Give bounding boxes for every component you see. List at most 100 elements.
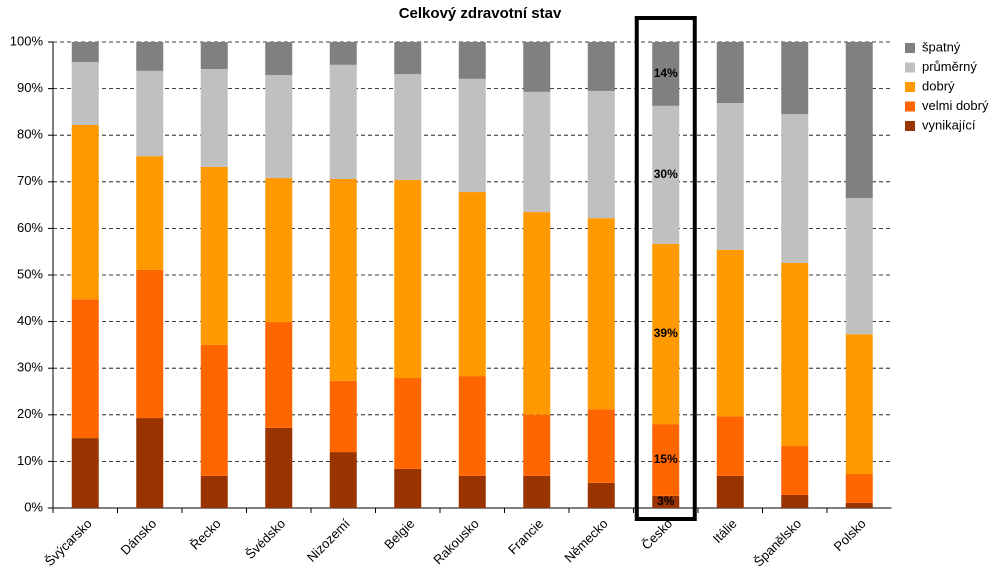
bar-segment bbox=[71, 62, 99, 125]
x-tick-label: Česko bbox=[639, 516, 676, 553]
bar-segment bbox=[652, 495, 680, 508]
y-tick-label: 40% bbox=[17, 313, 43, 328]
bar-segment bbox=[265, 427, 293, 508]
bar-segment bbox=[265, 75, 293, 179]
bar-segment bbox=[716, 475, 744, 508]
bar-segment bbox=[394, 74, 422, 180]
y-tick-label: 20% bbox=[17, 406, 43, 421]
legend-label: průměrný bbox=[922, 59, 977, 74]
bar-segment bbox=[845, 198, 873, 335]
bar-segment bbox=[845, 42, 873, 199]
bar-segment bbox=[200, 42, 228, 70]
bar-segment bbox=[458, 376, 486, 476]
bar-segment bbox=[587, 482, 615, 508]
legend-label: velmi dobrý bbox=[922, 98, 989, 113]
legend-label: vynikající bbox=[922, 117, 976, 132]
bar-segment bbox=[329, 380, 357, 453]
data-label: 15% bbox=[654, 452, 678, 466]
bar-segment bbox=[329, 179, 357, 381]
bar-segment bbox=[458, 475, 486, 508]
bar-segment bbox=[716, 416, 744, 476]
bar-segment bbox=[652, 42, 680, 106]
bar-segment bbox=[845, 473, 873, 503]
bar-segment bbox=[200, 69, 228, 167]
bar-segment bbox=[458, 192, 486, 377]
bar-segment bbox=[716, 42, 744, 104]
bar-segment bbox=[781, 114, 809, 263]
y-tick-label: 100% bbox=[10, 33, 44, 48]
bar-segment bbox=[71, 124, 99, 300]
bar-segment bbox=[845, 334, 873, 474]
y-tick-label: 80% bbox=[17, 127, 43, 142]
data-label: 3% bbox=[657, 494, 675, 508]
bar-segment bbox=[845, 502, 873, 508]
bar-segment bbox=[781, 262, 809, 447]
legend-swatch bbox=[905, 82, 915, 92]
bar-segment bbox=[523, 42, 551, 92]
bar-segment bbox=[652, 243, 680, 425]
x-tick-label: Nizozemí bbox=[304, 516, 353, 565]
highlight-box bbox=[634, 16, 697, 521]
bar-segment bbox=[329, 452, 357, 508]
data-label: 39% bbox=[654, 326, 678, 340]
bar-segment bbox=[652, 105, 680, 244]
y-tick-label: 0% bbox=[24, 499, 43, 514]
x-tick-label: Švédsko bbox=[242, 516, 288, 562]
bar-segment bbox=[587, 90, 615, 219]
bar-segment bbox=[329, 64, 357, 180]
bar-segment bbox=[394, 468, 422, 508]
bar-segment bbox=[394, 377, 422, 469]
bar-segment bbox=[716, 249, 744, 417]
data-label: 30% bbox=[654, 167, 678, 181]
bar-segment bbox=[136, 418, 164, 508]
bar-segment bbox=[781, 494, 809, 508]
bar-segment bbox=[136, 42, 164, 71]
bar-segment bbox=[394, 179, 422, 378]
x-tick-label: Itálie bbox=[710, 516, 740, 546]
bar-segment bbox=[200, 475, 228, 508]
bar-segment bbox=[136, 156, 164, 270]
y-tick-label: 90% bbox=[17, 80, 43, 95]
x-tick-label: Řecko bbox=[187, 516, 224, 553]
bar-segment bbox=[587, 42, 615, 91]
x-tick-label: Polsko bbox=[831, 516, 869, 554]
legend-label: dobrý bbox=[922, 78, 955, 93]
bar-segment bbox=[71, 299, 99, 439]
bar-segment bbox=[523, 414, 551, 476]
legend-label: špatný bbox=[922, 39, 961, 54]
legend-swatch bbox=[905, 101, 915, 112]
bar-segment bbox=[136, 269, 164, 419]
bar-segment bbox=[265, 42, 293, 76]
bar-segment bbox=[587, 409, 615, 483]
bar-segment bbox=[652, 424, 680, 496]
bar-segment bbox=[329, 42, 357, 65]
y-tick-label: 50% bbox=[17, 266, 43, 281]
bar-segment bbox=[523, 212, 551, 415]
bar-segment bbox=[587, 218, 615, 410]
x-tick-label: Švýcarsko bbox=[42, 516, 95, 569]
bar-segment bbox=[200, 166, 228, 345]
bar-segment bbox=[71, 42, 99, 63]
x-tick-label: Německo bbox=[561, 516, 610, 565]
bar-segment bbox=[394, 42, 422, 75]
bar-segment bbox=[200, 344, 228, 476]
x-tick-label: Rakousko bbox=[430, 516, 481, 567]
bar-segment bbox=[265, 322, 293, 428]
bar-segment bbox=[781, 42, 809, 115]
x-tick-label: Dánsko bbox=[118, 516, 160, 558]
bar-segment bbox=[523, 91, 551, 213]
bar-segment bbox=[71, 438, 99, 508]
legend-swatch bbox=[905, 121, 915, 131]
legend-swatch bbox=[905, 43, 915, 53]
y-tick-label: 30% bbox=[17, 360, 43, 375]
bar-segment bbox=[781, 446, 809, 495]
y-tick-label: 70% bbox=[17, 173, 43, 188]
x-tick-label: Španělsko bbox=[751, 516, 805, 570]
y-tick-label: 10% bbox=[17, 453, 43, 468]
legend-swatch bbox=[905, 62, 915, 73]
chart-title: Celkový zdravotní stav bbox=[399, 5, 562, 22]
y-tick-label: 60% bbox=[17, 220, 43, 235]
x-tick-label: Belgie bbox=[381, 516, 417, 552]
